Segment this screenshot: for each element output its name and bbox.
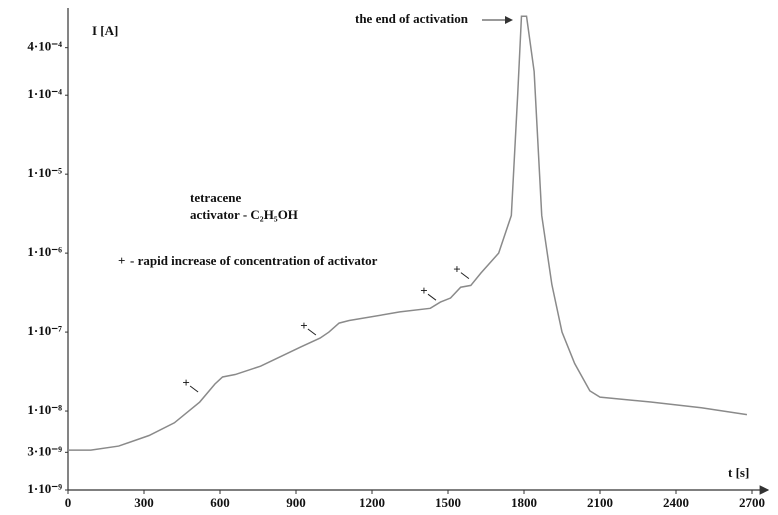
y-tick-label: 1·10⁻⁵ — [27, 165, 62, 180]
y-tick-label: 1·10⁻⁴ — [27, 86, 62, 101]
y-tick-label: 1·10⁻⁸ — [27, 402, 62, 417]
y-tick-label: 3·10⁻⁹ — [27, 443, 62, 458]
marker: + — [182, 375, 189, 390]
annotation: - rapid increase of concentration of act… — [130, 253, 378, 268]
x-tick-label: 1200 — [359, 495, 385, 510]
y-tick-label: 4·10⁻⁴ — [27, 39, 62, 54]
marker: + — [300, 318, 307, 333]
y-axis-label: I [A] — [92, 23, 118, 38]
marker: + — [420, 283, 427, 298]
marker-tick — [307, 328, 317, 336]
x-tick-label: 600 — [210, 495, 230, 510]
y-tick-label: 1·10⁻⁷ — [27, 323, 62, 338]
y-tick-label: 1·10⁻⁶ — [27, 244, 62, 259]
x-tick-label: 2400 — [663, 495, 689, 510]
marker: + — [453, 262, 460, 277]
legend-symbol: + — [118, 253, 125, 268]
x-tick-label: 2100 — [587, 495, 613, 510]
data-line — [68, 15, 748, 451]
marker-tick — [189, 385, 199, 393]
annotation: tetracene — [190, 190, 241, 205]
annotation: activator - C₂H₅OH — [190, 207, 298, 222]
y-tick-label: 1·10⁻⁹ — [27, 481, 62, 496]
marker-tick — [427, 293, 437, 301]
x-tick-label: 1800 — [511, 495, 537, 510]
x-tick-label: 2700 — [739, 495, 765, 510]
x-tick-label: 900 — [286, 495, 306, 510]
x-tick-label: 300 — [134, 495, 154, 510]
x-axis-label: t [s] — [728, 465, 749, 480]
annotation: the end of activation — [355, 11, 469, 26]
x-tick-label: 0 — [65, 495, 72, 510]
x-tick-label: 1500 — [435, 495, 461, 510]
marker-tick — [460, 272, 470, 280]
